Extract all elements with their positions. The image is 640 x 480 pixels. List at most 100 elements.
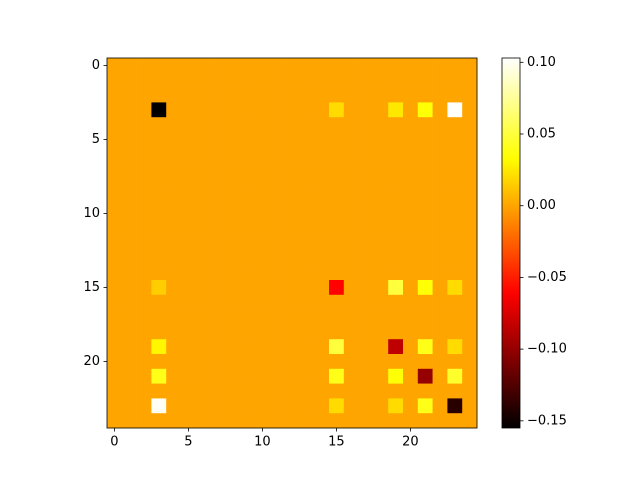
- heatmap-cell: [269, 383, 285, 399]
- heatmap-cell: [358, 339, 374, 355]
- heatmap-cell: [417, 161, 433, 177]
- heatmap-cell: [284, 58, 300, 74]
- heatmap-cell: [343, 161, 359, 177]
- heatmap-cell: [284, 309, 300, 325]
- heatmap-cell: [314, 309, 330, 325]
- heatmap-cell: [403, 132, 419, 148]
- heatmap-cell: [166, 87, 182, 103]
- heatmap-cell: [166, 354, 182, 370]
- heatmap-cell: [314, 294, 330, 310]
- heatmap-cell: [447, 87, 463, 103]
- heatmap-cell: [388, 294, 404, 310]
- heatmap-cell: [343, 102, 359, 118]
- heatmap-cell: [225, 235, 241, 251]
- heatmap-cell: [284, 117, 300, 133]
- heatmap-cell: [447, 265, 463, 281]
- heatmap-cell: [166, 398, 182, 414]
- heatmap-cell: [225, 220, 241, 236]
- heatmap-cell: [166, 191, 182, 207]
- heatmap-cell: [255, 398, 271, 414]
- heatmap-cell: [225, 132, 241, 148]
- heatmap-cell: [107, 58, 123, 74]
- heatmap-cell: [299, 294, 315, 310]
- heatmap-cell: [240, 87, 256, 103]
- heatmap-cell: [166, 368, 182, 384]
- heatmap-cell: [358, 146, 374, 162]
- heatmap-cell: [462, 58, 478, 74]
- heatmap-cell: [462, 294, 478, 310]
- heatmap-cell: [343, 368, 359, 384]
- heatmap-cell: [417, 206, 433, 222]
- heatmap-cell: [210, 324, 226, 340]
- heatmap-cell: [166, 206, 182, 222]
- heatmap-cell: [314, 368, 330, 384]
- heatmap-cell: [358, 265, 374, 281]
- heatmap-cell: [343, 146, 359, 162]
- heatmap-cell: [210, 191, 226, 207]
- heatmap-cell: [107, 132, 123, 148]
- heatmap-cell: [240, 354, 256, 370]
- heatmap-cell: [181, 339, 197, 355]
- heatmap-cell: [329, 324, 345, 340]
- heatmap-cell: [358, 176, 374, 192]
- heatmap-cell: [343, 354, 359, 370]
- heatmap-cell: [329, 220, 345, 236]
- heatmap-cell: [195, 102, 211, 118]
- heatmap-cell: [269, 132, 285, 148]
- heatmap-cell: [358, 117, 374, 133]
- heatmap-cell: [343, 87, 359, 103]
- heatmap-cell: [255, 324, 271, 340]
- heatmap-cell: [225, 117, 241, 133]
- heatmap-cell: [166, 339, 182, 355]
- heatmap-cell: [314, 220, 330, 236]
- heatmap-cell: [166, 309, 182, 325]
- heatmap-cell: [462, 383, 478, 399]
- heatmap-cell: [136, 294, 152, 310]
- heatmap-cell: [388, 58, 404, 74]
- heatmap-cell: [225, 176, 241, 192]
- heatmap-cell: [462, 102, 478, 118]
- heatmap-cell: [417, 265, 433, 281]
- heatmap-cell: [284, 191, 300, 207]
- heatmap-cell: [225, 294, 241, 310]
- heatmap-cell: [210, 206, 226, 222]
- heatmap-cell: [255, 58, 271, 74]
- heatmap-cell: [403, 206, 419, 222]
- heatmap-cell: [447, 146, 463, 162]
- heatmap-cell: [329, 280, 345, 296]
- heatmap-cell: [462, 117, 478, 133]
- heatmap-cell: [388, 220, 404, 236]
- heatmap-cell: [195, 265, 211, 281]
- heatmap-cell: [210, 309, 226, 325]
- heatmap-cell: [225, 339, 241, 355]
- heatmap-cell: [417, 383, 433, 399]
- heatmap-cell: [269, 146, 285, 162]
- heatmap-cell: [403, 146, 419, 162]
- heatmap-cell: [462, 324, 478, 340]
- heatmap-cell: [225, 413, 241, 429]
- heatmap-cell: [166, 220, 182, 236]
- heatmap-cell: [329, 383, 345, 399]
- heatmap-cell: [210, 235, 226, 251]
- heatmap-cell: [255, 294, 271, 310]
- heatmap-cell: [388, 161, 404, 177]
- heatmap-cell: [225, 206, 241, 222]
- heatmap-cell: [210, 354, 226, 370]
- heatmap-cell: [417, 102, 433, 118]
- heatmap-cell: [447, 368, 463, 384]
- heatmap-cell: [121, 309, 137, 325]
- heatmap-cell: [462, 413, 478, 429]
- heatmap-cell: [107, 383, 123, 399]
- heatmap-cell: [432, 87, 448, 103]
- heatmap-cell: [284, 354, 300, 370]
- heatmap-cell: [299, 220, 315, 236]
- heatmap-cell: [121, 102, 137, 118]
- heatmap-cell: [299, 117, 315, 133]
- heatmap-cell: [329, 176, 345, 192]
- heatmap-cell: [462, 161, 478, 177]
- heatmap-cell: [388, 398, 404, 414]
- heatmap-cell: [136, 161, 152, 177]
- heatmap-cell: [417, 191, 433, 207]
- heatmap-cell: [269, 87, 285, 103]
- heatmap-cell: [195, 280, 211, 296]
